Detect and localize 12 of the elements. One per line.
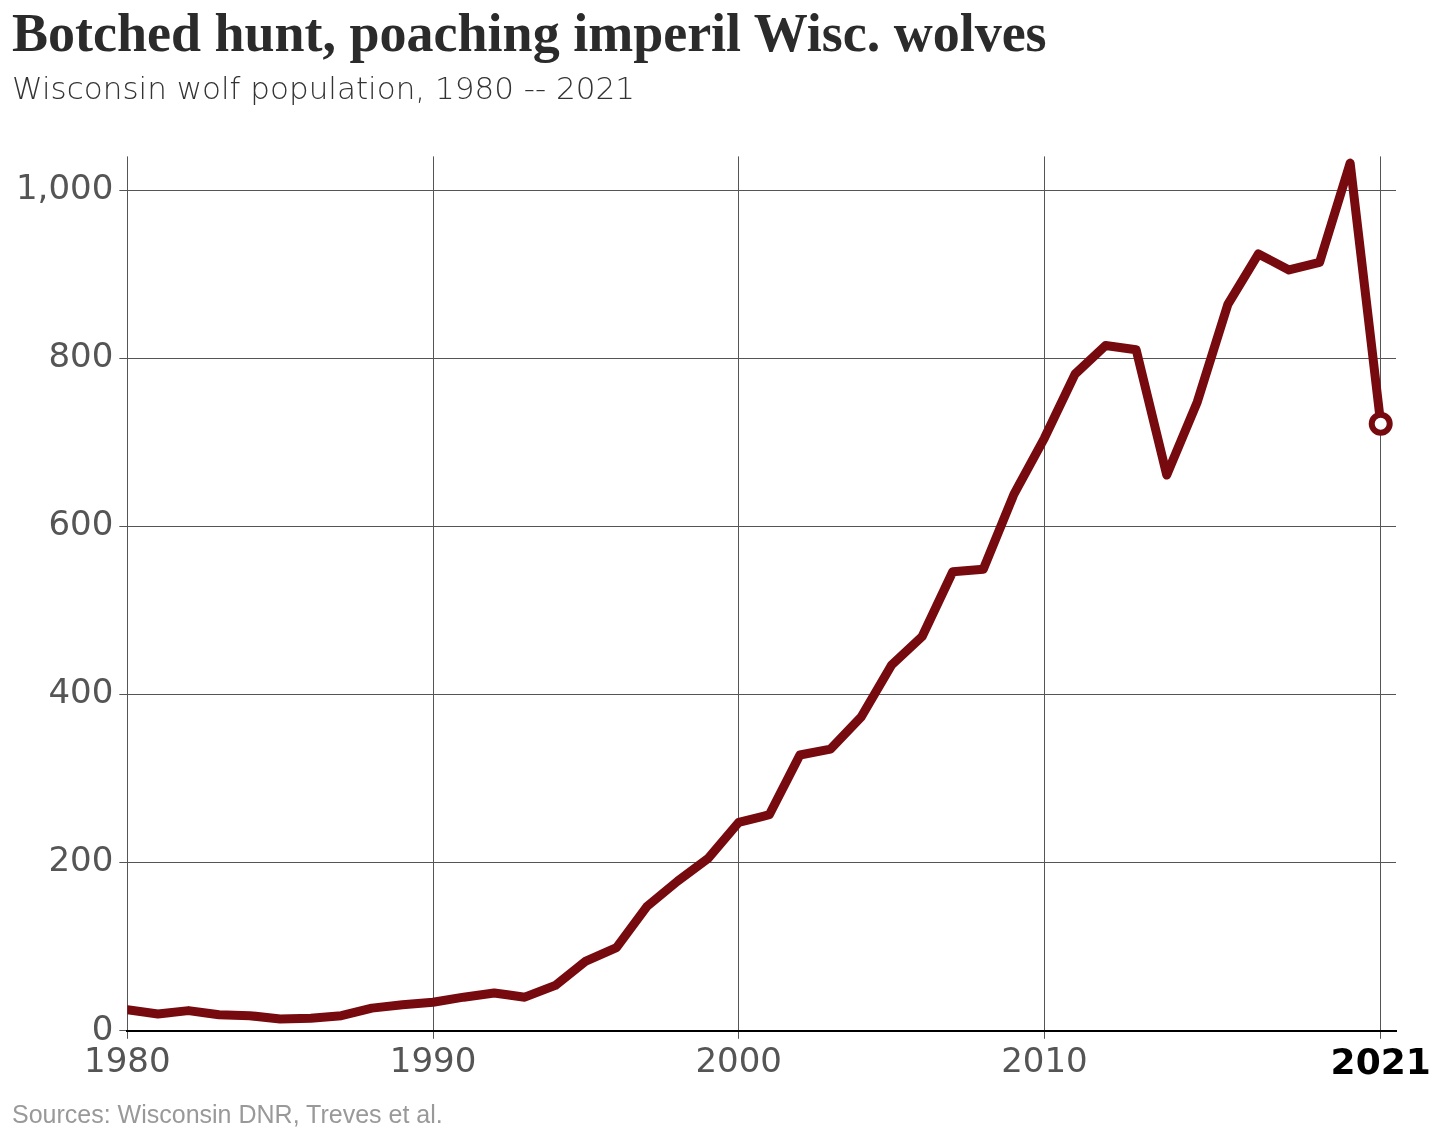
x-tick-label: 2021 xyxy=(1330,1040,1431,1082)
x-tick-label: 2010 xyxy=(1001,1040,1088,1081)
x-tick-label: 1990 xyxy=(389,1040,477,1081)
source-note: Sources: Wisconsin DNR, Treves et al. xyxy=(12,1100,443,1129)
y-tick-label: 600 xyxy=(48,503,114,544)
chart-title: Botched hunt, poaching imperil Wisc. wolves xyxy=(12,2,1047,64)
chart-subtitle: Wisconsin wolf population, 1980 -- 2021 xyxy=(12,70,635,106)
x-tick-label: 2000 xyxy=(695,1040,783,1081)
y-tick-label: 800 xyxy=(48,335,114,376)
y-tick-label: 400 xyxy=(48,671,114,712)
y-tick-label: 200 xyxy=(48,839,114,880)
y-tick-label: 1,000 xyxy=(15,166,114,207)
